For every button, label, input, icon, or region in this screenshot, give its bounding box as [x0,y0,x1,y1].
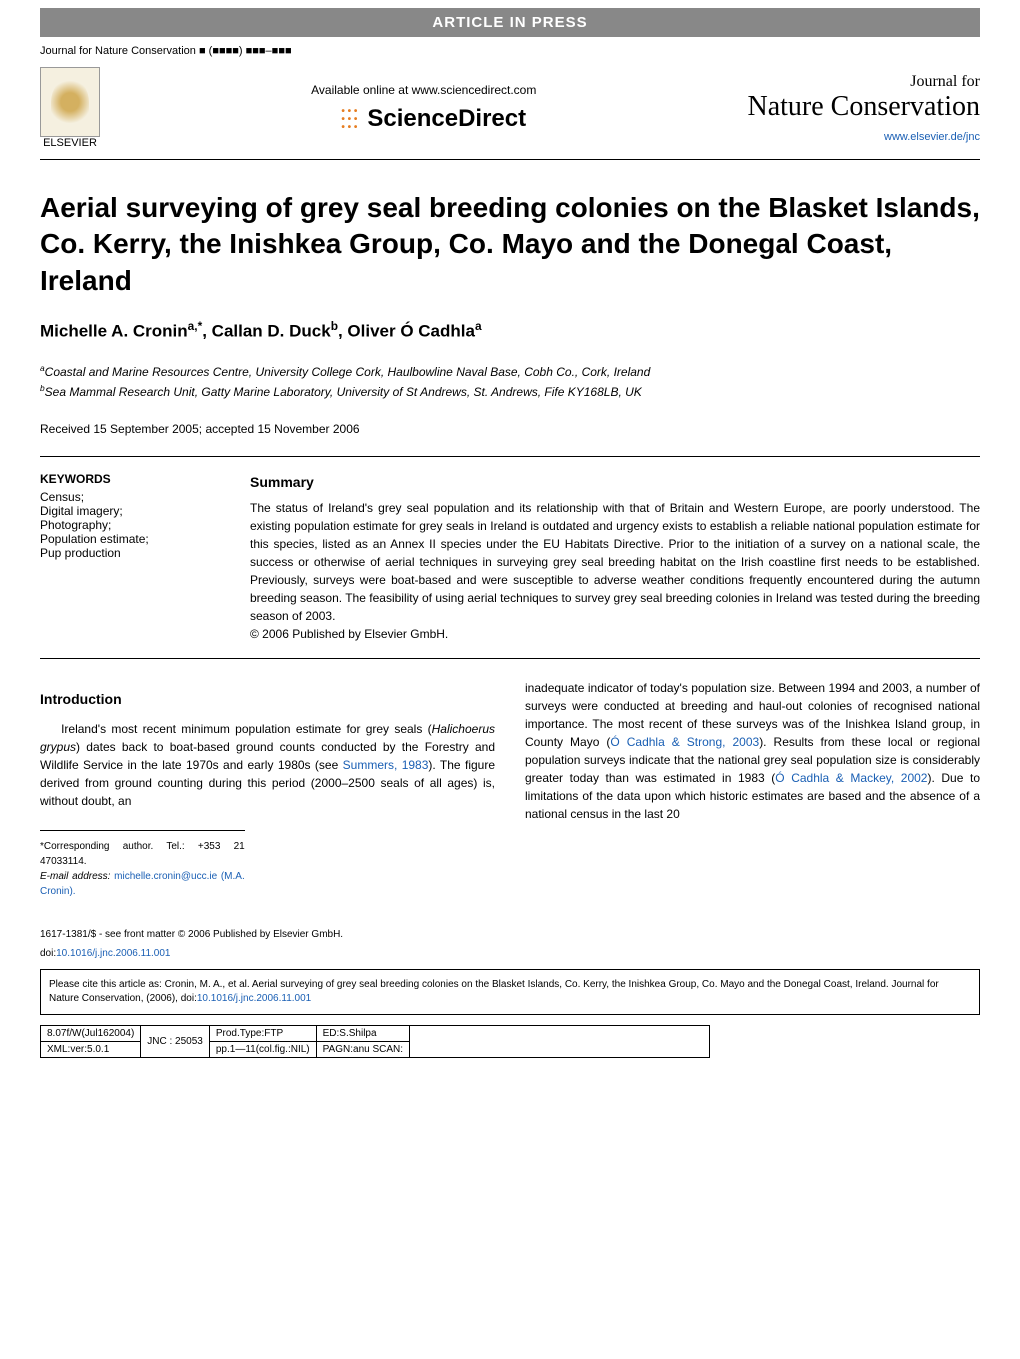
meta-cell: 8.07f/W(Jul162004) [41,1026,141,1042]
keywords-heading: KEYWORDS [40,472,220,486]
meta-cell: PAGN:anu SCAN: [316,1042,409,1058]
keyword-item: Photography; [40,518,220,532]
journal-homepage-link[interactable]: www.elsevier.de/jnc [748,131,981,143]
affiliation-b: bSea Mammal Research Unit, Gatty Marine … [40,382,980,402]
available-online-text: Available online at www.sciencedirect.co… [100,83,748,97]
corresponding-author-text: *Corresponding author. Tel.: +353 21 470… [40,839,245,869]
summary-heading: Summary [250,472,980,493]
article-in-press-bar: ARTICLE IN PRESS [40,8,980,37]
meta-cell: pp.1—11(col.fig.:NIL) [209,1042,316,1058]
citation-box: Please cite this article as: Cronin, M. … [40,969,980,1015]
elsevier-label: ELSEVIER [43,137,97,149]
keywords-list: Census;Digital imagery;Photography;Popul… [40,490,220,560]
affiliations: aCoastal and Marine Resources Centre, Un… [40,362,980,402]
intro-paragraph-left: Ireland's most recent minimum population… [40,720,495,810]
meta-cell: XML:ver:5.0.1 [41,1042,141,1058]
elsevier-block: ELSEVIER [40,67,100,149]
keywords-column: KEYWORDS Census;Digital imagery;Photogra… [40,472,220,643]
journal-name-block: Journal for Nature Conservation www.else… [748,73,981,143]
elsevier-tree-icon [40,67,100,137]
production-metadata-table: 8.07f/W(Jul162004) JNC : 25053 Prod.Type… [40,1025,710,1058]
ref-cadhla-mackey[interactable]: Ó Cadhla & Mackey, 2002 [775,771,927,785]
abstract-box: KEYWORDS Census;Digital imagery;Photogra… [40,456,980,659]
corresponding-author-footnote: *Corresponding author. Tel.: +353 21 470… [40,830,245,899]
affiliation-a: aCoastal and Marine Resources Centre, Un… [40,362,980,382]
sciencedirect-logo: ScienceDirect [100,105,748,133]
keyword-item: Census; [40,490,220,504]
body-columns: Introduction Ireland's most recent minim… [40,679,980,899]
article-title: Aerial surveying of grey seal breeding c… [40,190,980,299]
doi-line: doi:10.1016/j.jnc.2006.11.001 [40,948,980,959]
left-column: Introduction Ireland's most recent minim… [40,679,495,899]
meta-cell: ED:S.Shilpa [316,1026,409,1042]
right-column: inadequate indicator of today's populati… [525,679,980,899]
cite-doi-link[interactable]: 10.1016/j.jnc.2006.11.001 [197,993,311,1004]
doi-link[interactable]: 10.1016/j.jnc.2006.11.001 [56,948,170,959]
email-label: E-mail address: [40,871,110,882]
journal-reference: Journal for Nature Conservation ■ (■■■■)… [40,45,980,57]
summary-copyright: © 2006 Published by Elsevier GmbH. [250,625,980,643]
meta-cell [410,1026,710,1058]
summary-text: The status of Ireland's grey seal popula… [250,501,980,623]
keyword-item: Population estimate; [40,532,220,546]
journal-for-text: Journal for [748,73,981,91]
front-matter-copyright: 1617-1381/$ - see front matter © 2006 Pu… [40,929,980,940]
table-row: 8.07f/W(Jul162004) JNC : 25053 Prod.Type… [41,1026,710,1042]
sciencedirect-dots-icon [321,108,361,132]
keyword-item: Pup production [40,546,220,560]
sciencedirect-block: Available online at www.sciencedirect.co… [100,83,748,133]
summary-column: Summary The status of Ireland's grey sea… [250,472,980,643]
received-accepted-dates: Received 15 September 2005; accepted 15 … [40,422,980,436]
header-row: ELSEVIER Available online at www.science… [40,67,980,160]
intro-paragraph-right: inadequate indicator of today's populati… [525,679,980,823]
meta-cell: JNC : 25053 [141,1026,210,1058]
author-list: Michelle A. Cronina,*, Callan D. Duckb, … [40,319,980,342]
ref-cadhla-strong[interactable]: Ó Cadhla & Strong, 2003 [610,735,759,749]
introduction-heading: Introduction [40,689,495,710]
meta-cell: Prod.Type:FTP [209,1026,316,1042]
ref-summers[interactable]: Summers, 1983 [343,758,429,772]
keyword-item: Digital imagery; [40,504,220,518]
nature-conservation-text: Nature Conservation [748,91,981,123]
